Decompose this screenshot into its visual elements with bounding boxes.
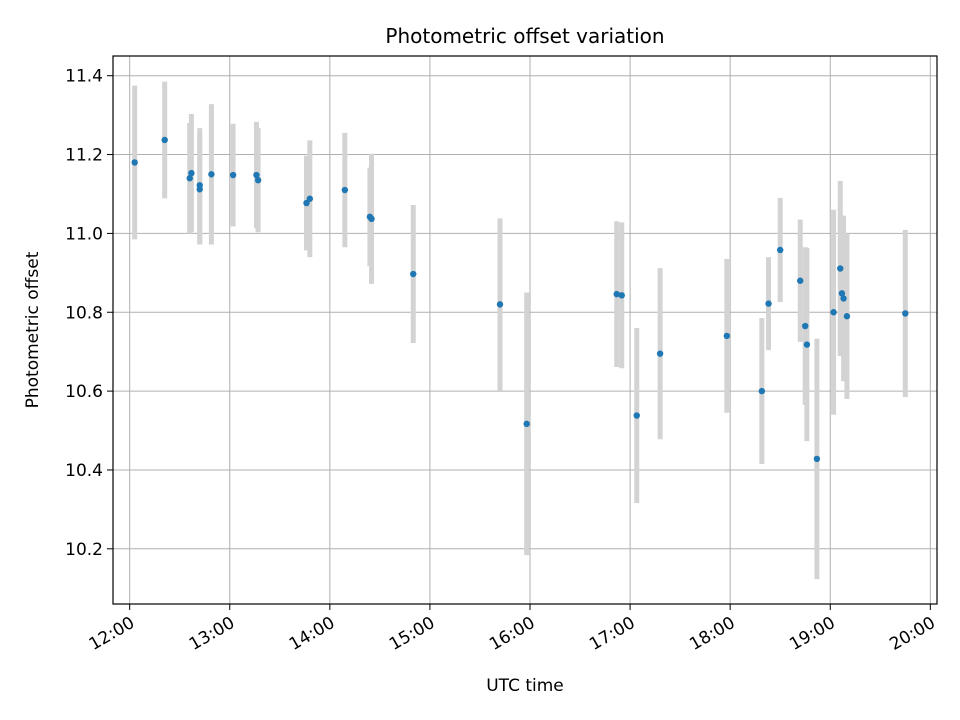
- y-tick-label: 11.4: [65, 67, 103, 87]
- data-point: [186, 175, 193, 182]
- y-tick-label: 10.2: [65, 540, 103, 560]
- y-tick-label: 11.2: [65, 146, 103, 166]
- chart-title: Photometric offset variation: [385, 24, 664, 48]
- data-point: [618, 292, 625, 299]
- data-point: [341, 186, 349, 194]
- y-axis-label: Photometric offset: [23, 251, 43, 408]
- data-point: [843, 313, 851, 320]
- data-point: [613, 290, 620, 298]
- data-point: [837, 265, 844, 272]
- data-point: [797, 277, 804, 284]
- data-point: [656, 350, 664, 357]
- data-point: [368, 215, 375, 223]
- data-point: [902, 310, 909, 317]
- data-point: [758, 387, 766, 395]
- data-point: [208, 171, 215, 178]
- data-point: [523, 420, 530, 428]
- data-point: [254, 176, 262, 184]
- y-axis: 10.2 10.4 10.6 10.8 11.0 11.2 11.4: [65, 67, 113, 560]
- data-point: [830, 309, 837, 316]
- data-point: [131, 159, 138, 166]
- data-point: [229, 171, 237, 179]
- data-point: [813, 455, 821, 463]
- data-point: [765, 300, 772, 307]
- data-point: [303, 199, 310, 207]
- data-point: [723, 332, 731, 340]
- data-point: [840, 295, 847, 302]
- data-points: [131, 136, 909, 463]
- data-point: [196, 182, 203, 189]
- data-point: [838, 290, 846, 297]
- y-tick-label: 10.6: [65, 382, 103, 402]
- data-point: [802, 322, 809, 330]
- y-tick-label: 10.8: [65, 303, 103, 323]
- data-point: [161, 136, 168, 144]
- data-point: [633, 412, 640, 419]
- x-axis-label: UTC time: [486, 676, 564, 696]
- y-tick-label: 11.0: [65, 224, 103, 244]
- data-point: [496, 301, 504, 308]
- plot-frame: [112, 55, 938, 605]
- y-tick-label: 10.4: [65, 461, 103, 481]
- data-point: [253, 171, 260, 179]
- data-point: [306, 195, 314, 202]
- data-point: [188, 169, 195, 177]
- data-point: [803, 341, 811, 348]
- data-point: [777, 246, 784, 254]
- data-point: [410, 270, 417, 278]
